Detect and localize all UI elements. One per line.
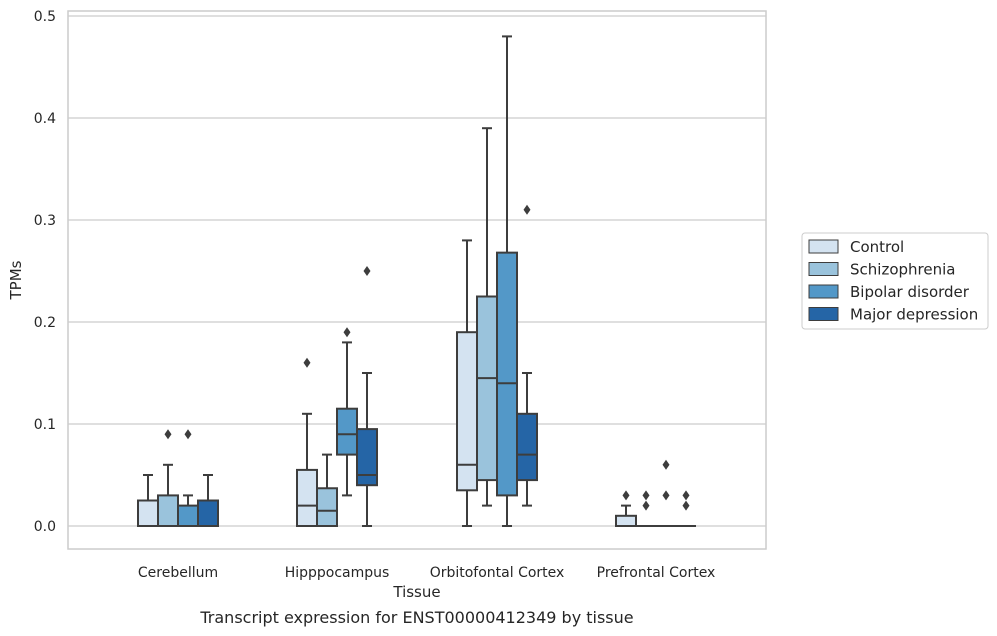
y-tick-label-3: 0.3	[34, 213, 56, 229]
outlier-point	[642, 490, 650, 501]
outlier-point	[164, 429, 172, 440]
outlier-point	[662, 459, 670, 470]
outlier-point	[662, 490, 670, 501]
box-body	[296, 468, 318, 527]
y-tick-label-5: 0.5	[34, 9, 56, 25]
outlier-point	[622, 490, 630, 501]
box-3-1	[636, 490, 656, 527]
box-body	[177, 504, 199, 528]
box-body	[456, 331, 478, 492]
box-2-1	[476, 127, 498, 507]
box-body	[356, 428, 378, 487]
legend-label-1: Schizophrenia	[850, 261, 955, 279]
box-0-3	[197, 474, 219, 527]
boxes-layer	[137, 35, 696, 528]
box-body	[336, 407, 358, 456]
legend-frame	[801, 232, 989, 330]
y-tick-label-0: 0.0	[34, 519, 56, 535]
box-1-1	[316, 453, 338, 528]
y-tick-label-2: 0.2	[34, 315, 56, 331]
box-body	[316, 487, 338, 528]
box-body	[496, 251, 518, 497]
y-tick-labels: 0.0 0.1 0.2 0.3 0.4 0.5	[34, 9, 56, 535]
outlier-point	[343, 327, 351, 338]
legend-label-2: Bipolar disorder	[850, 283, 970, 301]
box-body	[157, 494, 179, 527]
x-tick-label-2: Orbitofontal Cortex	[430, 565, 565, 581]
box-body	[476, 295, 498, 482]
outlier-point	[303, 357, 311, 368]
outlier-point	[682, 500, 690, 511]
outlier-point	[642, 500, 650, 511]
box-0-1	[157, 429, 179, 527]
outlier-point	[523, 204, 531, 215]
box-3-2	[656, 459, 676, 527]
legend-label-3: Major depression	[850, 306, 978, 324]
x-tick-label-3: Prefrontal Cortex	[597, 565, 716, 581]
outlier-point	[682, 490, 690, 501]
x-tick-label-1: Hipppocampus	[285, 565, 390, 581]
box-0-2	[177, 429, 199, 528]
box-0-0	[137, 474, 159, 527]
x-tick-label-0: Cerebellum	[138, 565, 218, 581]
y-tick-label-4: 0.4	[34, 111, 56, 127]
legend: Control Schizophrenia Bipolar disorder Majo…	[801, 232, 989, 330]
y-axis-label: TPMs	[7, 260, 25, 300]
outlier-point	[184, 429, 192, 440]
box-body	[197, 499, 219, 527]
box-2-3	[516, 204, 538, 507]
box-body	[137, 499, 159, 527]
box-3-0	[615, 490, 637, 527]
outlier-point	[363, 266, 371, 276]
box-body	[516, 412, 538, 482]
legend-swatch-1	[808, 262, 839, 276]
legend-swatch-2	[808, 284, 839, 299]
box-2-2	[496, 35, 518, 527]
x-axis-label: Tissue	[392, 583, 440, 601]
x-tick-labels: Cerebellum Hipppocampus Orbitofontal Corte…	[138, 565, 715, 581]
box-3-3	[676, 490, 696, 527]
box-body	[615, 514, 637, 527]
plot-area-frame	[67, 10, 767, 550]
legend-swatch-0	[808, 239, 839, 254]
legend-label-0: Control	[850, 238, 904, 256]
chart-caption: Transcript expression for ENST0000041234…	[199, 608, 633, 627]
box-1-3	[356, 266, 378, 527]
legend-swatch-3	[808, 307, 839, 321]
y-tick-label-1: 0.1	[34, 417, 56, 433]
